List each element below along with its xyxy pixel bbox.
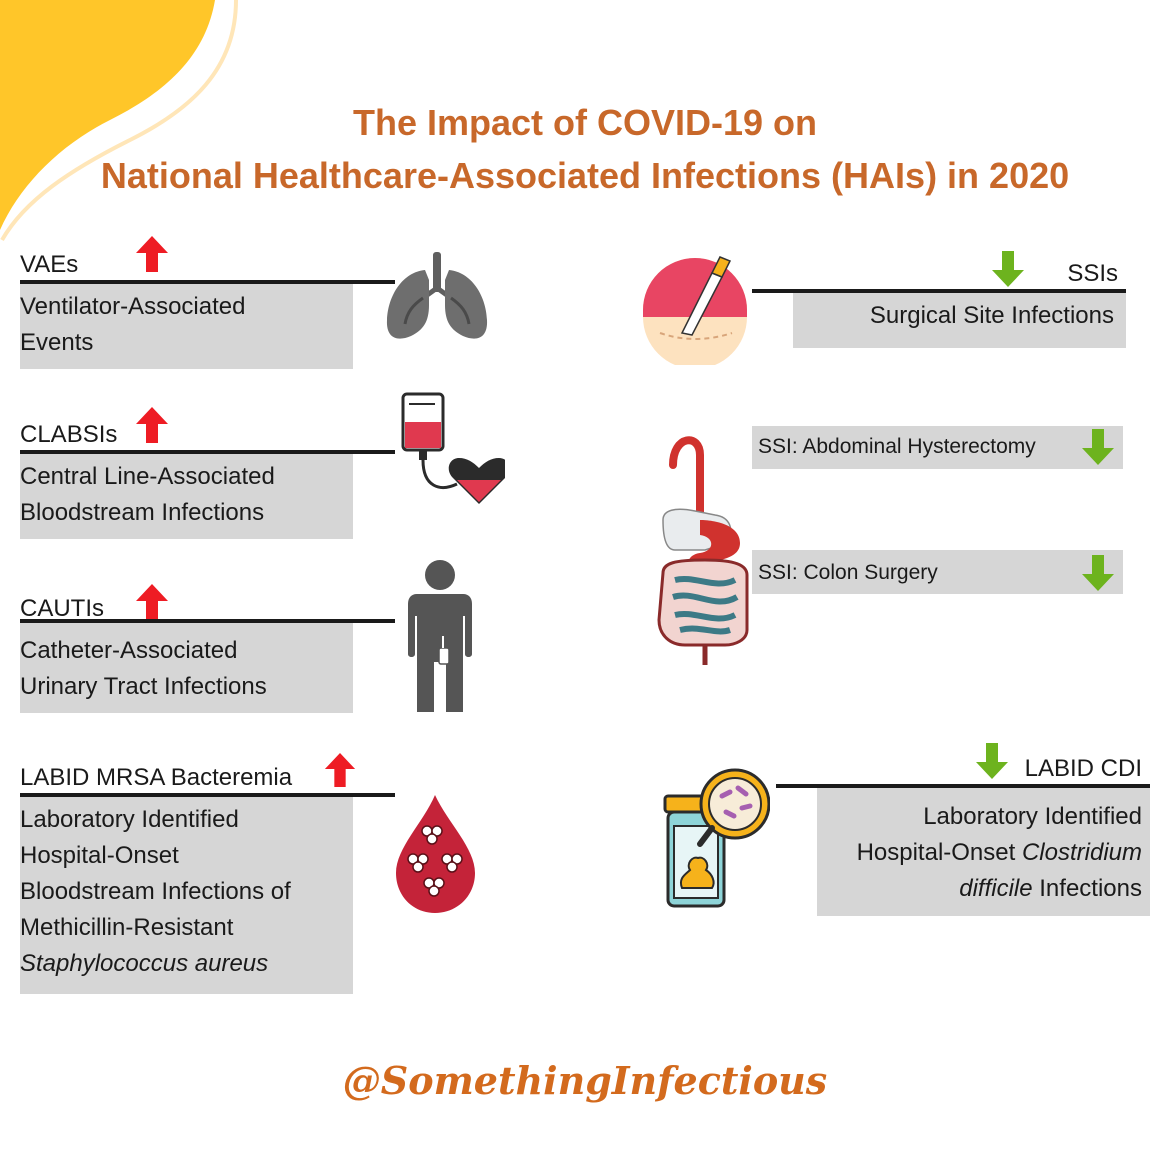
clabsis-description-box: Central Line-Associated Bloodstream Infe…: [20, 454, 353, 539]
person-catheter-icon: [408, 560, 472, 712]
iv-bag-heart-icon: [401, 392, 505, 504]
decrease-arrow-icon: [1082, 555, 1114, 591]
cdi-desc-line-1: Laboratory Identified: [923, 803, 1142, 830]
decrease-arrow-icon: [992, 251, 1024, 287]
cdi-label: LABID CDI: [1024, 755, 1142, 782]
vaes-desc-line: Events: [20, 329, 94, 356]
ssis-divider: [752, 289, 1126, 293]
ssis-desc: Surgical Site Infections: [869, 302, 1114, 329]
cautis-divider: [20, 619, 395, 623]
vaes-label: VAEs: [20, 251, 79, 278]
decrease-arrow-icon: [1082, 429, 1114, 465]
cautis-description-box: Catheter-Associated Urinary Tract Infect…: [20, 623, 353, 713]
ssi-colon-label: SSI: Colon Surgery: [758, 561, 938, 584]
cdi-desc-italic: Clostridium: [1021, 839, 1142, 866]
mrsa-desc-line: Bloodstream Infections of: [20, 878, 291, 905]
mrsa-desc-line: Hospital-Onset: [20, 842, 179, 869]
clabsis-desc-line: Central Line-Associated: [20, 463, 275, 490]
vaes-divider: [20, 280, 395, 284]
increase-arrow-icon: [136, 584, 168, 620]
mrsa-divider: [20, 793, 395, 797]
decrease-arrow-icon: [976, 743, 1008, 779]
ssi-abd-label: SSI: Abdominal Hysterectomy: [758, 435, 1036, 458]
clabsis-desc-line: Bloodstream Infections: [20, 499, 265, 526]
title-line-1: The Impact of COVID-19 on: [352, 102, 818, 143]
blood-drop-bacteria-icon: [396, 795, 475, 913]
cautis-desc-line: Urinary Tract Infections: [20, 673, 267, 700]
lungs-icon: [386, 252, 488, 339]
mrsa-label: LABID MRSA Bacteremia: [20, 764, 293, 791]
decorative-blob: [0, 0, 238, 241]
mrsa-desc-line: Laboratory Identified: [20, 806, 239, 833]
increase-arrow-icon: [324, 753, 356, 787]
clabsis-divider: [20, 450, 395, 454]
vaes-desc-line: Ventilator-Associated: [20, 293, 246, 320]
ssis-label: SSIs: [1067, 260, 1118, 287]
mrsa-desc-line: Methicillin-Resistant: [20, 914, 234, 941]
ssi-abdominal-hysterectomy-box: SSI: Abdominal Hysterectomy: [752, 426, 1123, 469]
cdi-divider: [776, 784, 1150, 788]
stool-sample-microscope-icon: [663, 768, 770, 908]
increase-arrow-icon: [136, 407, 168, 443]
vaes-description-box: Ventilator-Associated Events: [20, 284, 353, 369]
mrsa-description-box: Laboratory Identified Hospital-Onset Blo…: [20, 797, 353, 994]
title-line-2: National Healthcare-Associated Infection…: [100, 155, 1070, 196]
cdi-desc-plain: Hospital-Onset: [856, 839, 1022, 866]
ssi-colon-surgery-box: SSI: Colon Surgery: [752, 550, 1123, 594]
cdi-desc-line-3: difficile Infections: [817, 871, 1142, 907]
cdi-description-box: Laboratory Identified Hospital-Onset Clo…: [817, 788, 1150, 916]
clabsis-label: CLABSIs: [20, 421, 118, 448]
cdi-desc-italic: difficile: [959, 875, 1033, 902]
increase-arrow-icon: [136, 236, 168, 272]
scalpel-incision-icon: [643, 256, 747, 365]
footer-handle: @SomethingInfectious: [342, 1058, 828, 1103]
cautis-label: CAUTIs: [20, 595, 104, 622]
mrsa-desc-italic: Staphylococcus aureus: [20, 950, 269, 977]
digestive-system-icon: [657, 436, 749, 665]
cautis-desc-line: Catheter-Associated: [20, 637, 238, 664]
cdi-desc-plain: Infections: [1032, 875, 1142, 902]
ssis-description-box: Surgical Site Infections: [793, 293, 1126, 348]
cdi-desc-line-2: Hospital-Onset Clostridium: [817, 835, 1142, 871]
